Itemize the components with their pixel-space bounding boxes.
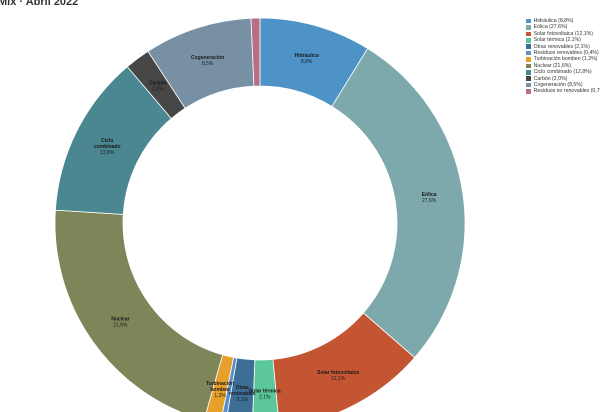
legend-label: Carbón (2,0%) [533, 75, 568, 82]
legend-label: Nuclear (21,6%) [533, 62, 572, 69]
legend-label: Solar térmica (2,1%) [533, 37, 581, 44]
legend-item-carbon[interactable]: Carbón (2,0%) [526, 76, 600, 82]
legend-item-residuos-no-renovables[interactable]: Residuos no renovables (0,7%) [526, 88, 600, 94]
legend-label: Eólica (27,6%) [533, 24, 568, 31]
legend-swatch [526, 38, 531, 43]
legend-swatch [526, 31, 531, 37]
legend-item-hidraulica[interactable]: Hidráulica (8,8%) [526, 18, 600, 24]
legend-item-solar-termica[interactable]: Solar térmica (2,1%) [526, 37, 600, 43]
slice-labels-layer: Hidráulica 8,8% Eólica 27,6% Solar fotovolta… [94, 53, 437, 403]
legend: Hidráulica (8,8%) Eólica (27,6%) Solar fot… [526, 18, 600, 95]
legend-swatch [526, 44, 531, 50]
legend-swatch [526, 82, 531, 88]
slice-label-otras-renovables: Otras renovables 2,1% [229, 385, 256, 403]
legend-item-residuos-renovables[interactable]: Residuos renovables (0,4%) [526, 50, 600, 56]
slice-solar-fotovoltaica[interactable] [272, 312, 416, 412]
legend-swatch [526, 63, 531, 69]
legend-label: Hidráulica (8,8%) [533, 18, 574, 24]
slice-label-turbinacion-bombeo: Turbinación bombeo 1,3% [206, 381, 234, 399]
legend-item-cogeneracion[interactable]: Cogeneración (8,5%) [526, 82, 600, 88]
chart-title: Mix · Abril 2022 [0, 0, 79, 8]
slice-nuclear[interactable] [54, 209, 224, 412]
slice-label-hidraulica: Hidráulica 8,8% [295, 53, 319, 65]
legend-swatch [526, 76, 531, 81]
legend-item-solar-fotovoltaica[interactable]: Solar fotovoltaica (12,1%) [526, 31, 600, 37]
legend-swatch [526, 89, 531, 94]
slice-label-nuclear: Nuclear 21,6% [111, 317, 129, 329]
legend-swatch [526, 70, 531, 75]
legend-item-nuclear[interactable]: Nuclear (21,6%) [526, 63, 600, 69]
slices-layer [54, 17, 466, 412]
legend-swatch [526, 50, 531, 56]
legend-item-ciclo-combinado[interactable]: Ciclo combinado (12,8%) [526, 69, 600, 75]
legend-label: Ciclo combinado (12,8%) [533, 69, 592, 76]
slice-label-cogeneracion: Cogeneración 8,5% [191, 55, 224, 67]
legend-swatch [526, 25, 531, 30]
slice-label-carbon: Carbón 2,0% [149, 81, 167, 93]
legend-item-otras-renovables[interactable]: Otras renovables (2,1%) [526, 44, 600, 50]
slice-label-solar-termica: Solar térmica 2,1% [249, 389, 281, 401]
legend-label: Solar fotovoltaica (12,1%) [533, 30, 593, 37]
legend-item-eolica[interactable]: Eólica (27,6%) [526, 24, 600, 30]
legend-label: Residuos renovables (0,4%) [533, 49, 599, 56]
legend-label: Turbinación bombeo (1,3%) [533, 56, 598, 63]
legend-item-turbinacion-bombeo[interactable]: Turbinación bombeo (1,3%) [526, 56, 600, 62]
slice-eolica[interactable] [331, 47, 466, 359]
slice-label-solar-fotovoltaica: Solar fotovoltaica 12,1% [317, 370, 359, 382]
slice-label-eolica: Eólica 27,6% [422, 192, 437, 204]
legend-swatch [526, 57, 531, 62]
legend-label: Residuos no renovables (0,7%) [533, 88, 600, 95]
slice-label-ciclo-combinado: Ciclo combinado 12,8% [94, 138, 121, 156]
legend-swatch [526, 18, 531, 24]
slice-residuos-no-renovables[interactable] [250, 17, 261, 87]
legend-label: Cogeneración (8,5%) [533, 81, 583, 88]
legend-label: Otras renovables (2,1%) [533, 43, 590, 50]
